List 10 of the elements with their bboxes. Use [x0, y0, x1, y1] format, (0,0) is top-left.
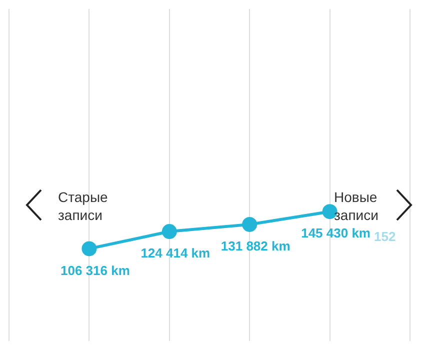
annotation: Новые записи	[334, 188, 380, 224]
point	[82, 241, 97, 256]
data-label: 124 414 km	[140, 246, 210, 261]
annotation: Старые записи	[58, 188, 109, 224]
data-label: 131 882 km	[220, 238, 290, 254]
annotation: 152	[374, 228, 396, 246]
point	[162, 224, 177, 240]
point	[242, 216, 258, 232]
data-label: 106 316 km	[60, 262, 130, 278]
data-label: 145 430 km	[301, 226, 371, 241]
